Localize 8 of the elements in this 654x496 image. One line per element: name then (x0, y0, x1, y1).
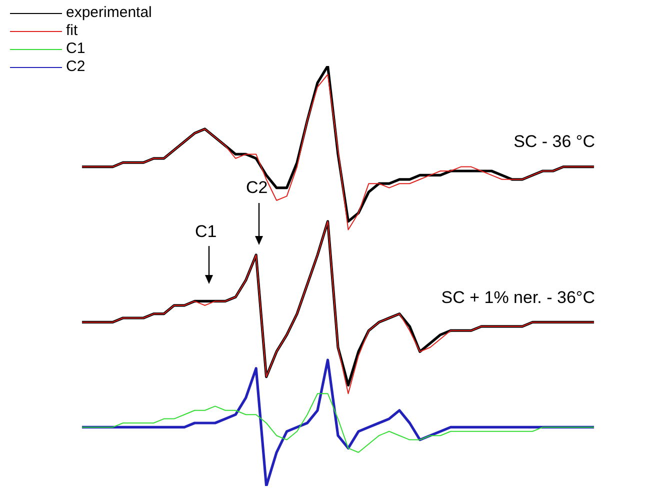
legend-label: fit (66, 22, 78, 40)
annotation: C1 (195, 222, 217, 242)
annotation: SC + 1% ner. - 36°C (441, 288, 595, 308)
legend-label: C1 (66, 40, 86, 58)
annotation: C2 (246, 178, 268, 198)
legend-label: C2 (66, 58, 86, 76)
annotation: SC - 36 °C (514, 132, 595, 152)
legend-label: experimental (66, 4, 152, 22)
